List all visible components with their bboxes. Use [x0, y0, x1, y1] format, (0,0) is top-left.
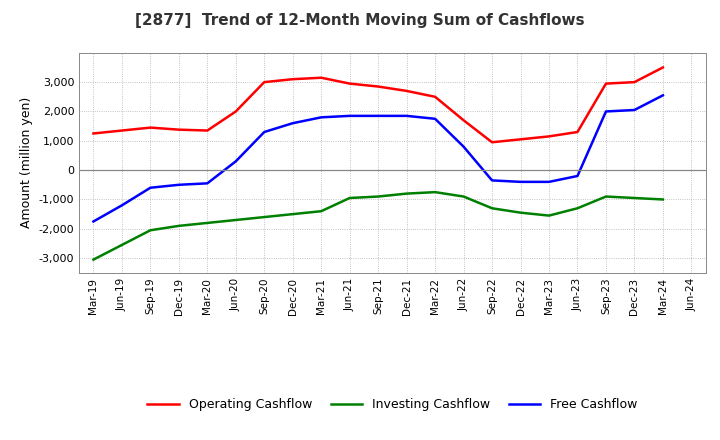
Investing Cashflow [431, 190, 439, 195]
Operating Cashflow [459, 117, 468, 123]
Free Cashflow [487, 178, 496, 183]
Operating Cashflow [630, 80, 639, 85]
Free Cashflow [374, 113, 382, 118]
Investing Cashflow [89, 257, 98, 262]
Free Cashflow [232, 159, 240, 164]
Free Cashflow [346, 113, 354, 118]
Free Cashflow [573, 173, 582, 179]
Operating Cashflow [203, 128, 212, 133]
Free Cashflow [602, 109, 611, 114]
Operating Cashflow [146, 125, 155, 130]
Operating Cashflow [431, 94, 439, 99]
Line: Free Cashflow: Free Cashflow [94, 95, 663, 221]
Operating Cashflow [89, 131, 98, 136]
Free Cashflow [431, 116, 439, 121]
Free Cashflow [174, 182, 183, 187]
Investing Cashflow [516, 210, 525, 215]
Investing Cashflow [117, 242, 126, 248]
Operating Cashflow [374, 84, 382, 89]
Free Cashflow [402, 113, 411, 118]
Operating Cashflow [232, 109, 240, 114]
Free Cashflow [630, 107, 639, 113]
Free Cashflow [289, 121, 297, 126]
Line: Investing Cashflow: Investing Cashflow [94, 192, 663, 260]
Investing Cashflow [459, 194, 468, 199]
Free Cashflow [260, 129, 269, 135]
Free Cashflow [459, 144, 468, 149]
Investing Cashflow [545, 213, 554, 218]
Investing Cashflow [402, 191, 411, 196]
Investing Cashflow [374, 194, 382, 199]
Operating Cashflow [402, 88, 411, 94]
Operating Cashflow [289, 77, 297, 82]
Investing Cashflow [573, 205, 582, 211]
Free Cashflow [117, 203, 126, 208]
Investing Cashflow [232, 217, 240, 223]
Free Cashflow [203, 181, 212, 186]
Investing Cashflow [146, 227, 155, 233]
Operating Cashflow [317, 75, 325, 81]
Investing Cashflow [602, 194, 611, 199]
Free Cashflow [659, 93, 667, 98]
Operating Cashflow [516, 137, 525, 142]
Free Cashflow [146, 185, 155, 191]
Investing Cashflow [630, 195, 639, 201]
Investing Cashflow [203, 220, 212, 226]
Operating Cashflow [602, 81, 611, 86]
Operating Cashflow [260, 80, 269, 85]
Free Cashflow [516, 179, 525, 184]
Operating Cashflow [117, 128, 126, 133]
Operating Cashflow [346, 81, 354, 86]
Investing Cashflow [174, 223, 183, 228]
Free Cashflow [89, 219, 98, 224]
Investing Cashflow [317, 209, 325, 214]
Investing Cashflow [260, 214, 269, 220]
Investing Cashflow [289, 212, 297, 217]
Operating Cashflow [573, 129, 582, 135]
Investing Cashflow [487, 205, 496, 211]
Free Cashflow [317, 115, 325, 120]
Free Cashflow [545, 179, 554, 184]
Operating Cashflow [174, 127, 183, 132]
Investing Cashflow [346, 195, 354, 201]
Operating Cashflow [545, 134, 554, 139]
Y-axis label: Amount (million yen): Amount (million yen) [20, 97, 33, 228]
Line: Operating Cashflow: Operating Cashflow [94, 67, 663, 142]
Operating Cashflow [659, 65, 667, 70]
Text: [2877]  Trend of 12-Month Moving Sum of Cashflows: [2877] Trend of 12-Month Moving Sum of C… [135, 13, 585, 28]
Operating Cashflow [487, 139, 496, 145]
Investing Cashflow [659, 197, 667, 202]
Legend: Operating Cashflow, Investing Cashflow, Free Cashflow: Operating Cashflow, Investing Cashflow, … [143, 393, 642, 416]
